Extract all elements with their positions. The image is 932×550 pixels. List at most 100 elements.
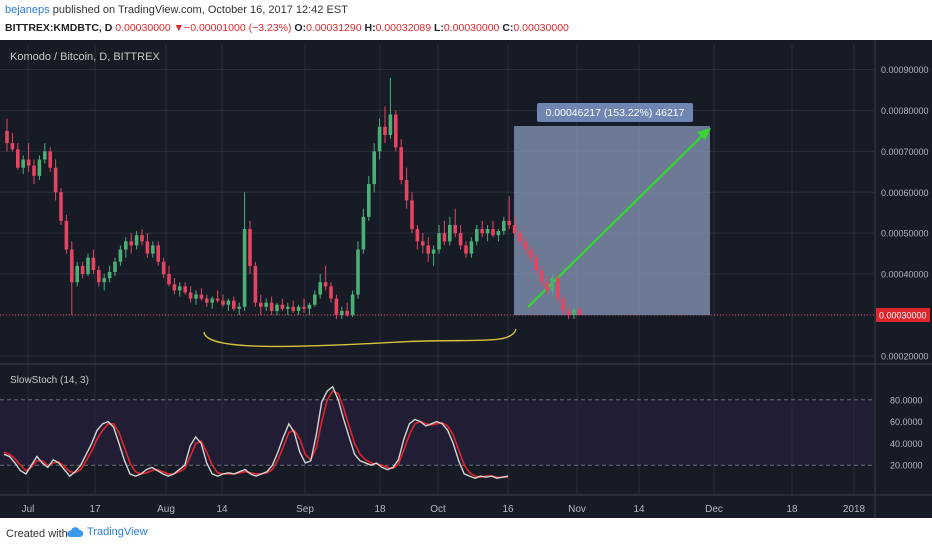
candle-body <box>361 216 366 250</box>
y-tick-label: 0.00060000 <box>881 188 929 198</box>
candle-body <box>329 286 333 299</box>
last-price-tag <box>876 307 930 322</box>
x-tick-label: 16 <box>502 504 514 515</box>
candle-body <box>145 241 150 254</box>
candle-body <box>556 278 560 299</box>
x-tick-label: 2018 <box>843 504 866 515</box>
candle-body <box>178 286 182 291</box>
candle-body <box>26 159 31 166</box>
x-tick-label: 14 <box>216 504 228 515</box>
candle-body <box>388 114 393 135</box>
candle-body <box>172 284 177 291</box>
x-tick-label: Oct <box>430 504 446 515</box>
x-tick-label: 14 <box>633 504 645 515</box>
candle-body <box>97 269 101 283</box>
candle-body <box>404 179 409 201</box>
candle-body <box>5 130 9 144</box>
candle-body <box>529 249 533 258</box>
candle-body <box>367 184 371 217</box>
candle-body <box>156 245 160 262</box>
candle-body <box>194 294 198 299</box>
author-link[interactable]: bejaneps <box>5 4 50 16</box>
candle-body <box>356 249 360 295</box>
candle-body <box>350 294 355 315</box>
candle-body <box>437 233 441 250</box>
candle-body <box>232 300 236 309</box>
candle-body <box>323 282 328 287</box>
symbol-label: BITTREX:KMDBTC, D <box>5 22 113 34</box>
ohlc-open-value: 0.00031290 <box>306 22 362 34</box>
candle-body <box>70 249 74 283</box>
candle-body <box>572 309 576 315</box>
candle-body <box>140 235 144 242</box>
price-chart-svg[interactable]: 0.00046217 (153.22%) 46217 Jul 17 Aug 14 Sep… <box>0 40 932 518</box>
projection-box <box>514 125 710 315</box>
tradingview-logo[interactable]: TradingView <box>66 526 148 538</box>
candle-body <box>313 294 317 305</box>
down-arrow-icon: ▼ <box>173 22 185 34</box>
stoch-tick-label: 80.0000 <box>890 395 923 405</box>
stoch-tick-label: 40.0000 <box>890 439 923 449</box>
candle-body <box>199 294 204 299</box>
candle-body <box>475 229 479 242</box>
candle-body <box>102 278 106 283</box>
chart-area[interactable]: 0.00046217 (153.22%) 46217 Jul 17 Aug 14 Sep… <box>0 40 932 518</box>
candle-body <box>167 274 171 285</box>
candle-body <box>464 245 468 254</box>
candle-body <box>491 229 495 236</box>
candle-body <box>496 231 501 236</box>
candle-body <box>577 309 582 315</box>
candle-body <box>539 269 544 283</box>
candle-body <box>215 298 220 301</box>
x-tick-label: Nov <box>568 504 586 515</box>
candle-body <box>242 229 247 307</box>
candle-body <box>545 282 549 291</box>
projection-label: 0.00046217 (153.22%) 46217 <box>546 107 685 119</box>
candle-body <box>53 167 58 193</box>
y-tick-label: 0.00050000 <box>881 229 929 239</box>
ohlc-high-label: H: <box>364 22 376 34</box>
candle-body <box>421 241 425 246</box>
brand-name: TradingView <box>87 526 148 538</box>
candle-body <box>183 286 187 293</box>
candle-body <box>426 245 430 254</box>
candle-body <box>91 257 96 270</box>
candle-body <box>264 302 268 307</box>
last-price-tag-label: 0.00030000 <box>879 310 927 320</box>
footer: Created with TradingView <box>0 518 932 550</box>
chart-header: bejaneps published on TradingView.com, O… <box>0 0 932 40</box>
candle-body <box>453 224 457 234</box>
candle-body <box>280 304 285 309</box>
candle-body <box>502 220 506 232</box>
y-tick-label: 0.00040000 <box>881 270 929 280</box>
candle-body <box>383 126 387 135</box>
y-tick-label: 0.00090000 <box>881 65 929 75</box>
candles-group <box>5 77 582 320</box>
stoch-band-fill <box>0 399 874 466</box>
y-tick-label: 0.00070000 <box>881 147 929 157</box>
support-curve <box>203 328 517 348</box>
x-tick-label: Sep <box>296 504 314 515</box>
x-tick-label: Aug <box>157 504 175 515</box>
candle-body <box>377 126 382 152</box>
candle-body <box>550 278 555 291</box>
ohlc-open-label: O: <box>294 22 307 34</box>
candle-body <box>237 306 241 309</box>
axes-group: Jul 17 Aug 14 Sep 18 Oct 16 Nov 14 Dec 18 2018 0.0009… <box>0 40 932 518</box>
candle-body <box>307 304 312 309</box>
candle-body <box>469 241 474 254</box>
candle-body <box>410 200 414 230</box>
stoch-tick-label: 20.0000 <box>890 461 923 471</box>
candle-body <box>64 220 69 250</box>
candle-body <box>275 304 279 311</box>
created-with-text: Created with <box>6 528 68 540</box>
candle-body <box>485 229 490 234</box>
candle-body <box>394 114 398 148</box>
stoch-pane-title: SlowStoch (14, 3) <box>10 375 89 386</box>
projection-label-box <box>537 102 693 122</box>
publish-info: bejaneps published on TradingView.com, O… <box>5 4 348 16</box>
candle-body <box>113 261 117 273</box>
candle-body <box>345 310 349 315</box>
candle-body <box>442 233 447 242</box>
symbol-info: BITTREX:KMDBTC, D 0.00030000 ▼−0.0000100… <box>5 22 569 34</box>
